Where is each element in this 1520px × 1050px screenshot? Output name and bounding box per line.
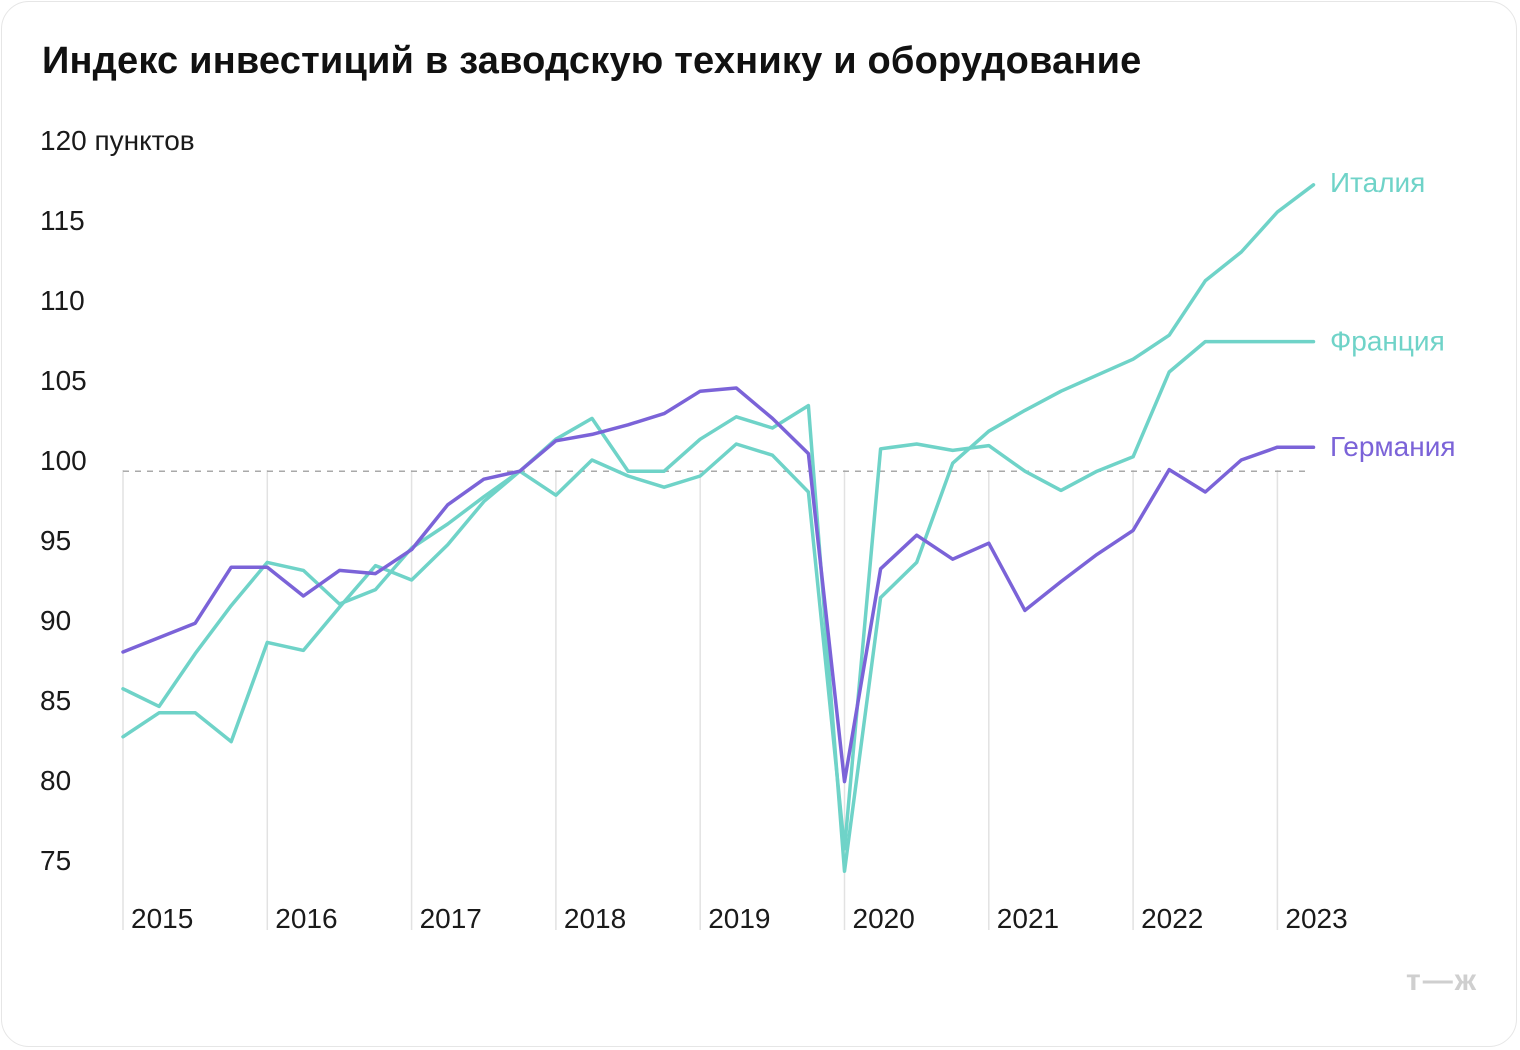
y-tick-label: 75 <box>40 845 71 876</box>
x-tick-label: 2017 <box>420 903 482 934</box>
x-axis-ticks: 2015 2016 2017 2018 2019 2020 2021 2022 2023 <box>131 903 1348 934</box>
y-tick-label: 105 <box>40 365 87 396</box>
y-tick-label: 90 <box>40 605 71 636</box>
x-tick-label: 2015 <box>131 903 193 934</box>
brand-logo: т—ж <box>1406 964 1478 997</box>
y-axis-ticks: 120 пунктов 115 110 105 100 95 90 85 80 75 <box>40 125 195 876</box>
chart-title: Индекс инвестиций в заводскую технику и … <box>42 40 1142 82</box>
series-label: Франция <box>1330 326 1445 357</box>
series-lines <box>121 183 1316 873</box>
y-tick-label: 110 <box>40 285 85 316</box>
series-line-3 <box>121 386 1316 784</box>
series-label: Италия <box>1330 167 1425 198</box>
y-tick-label: 100 <box>40 445 87 476</box>
y-tick-label: 120 пунктов <box>40 125 195 156</box>
series-line-1 <box>121 183 1316 873</box>
x-gridlines <box>122 470 1279 930</box>
x-tick-label: 2020 <box>853 903 915 934</box>
y-tick-label: 115 <box>40 205 85 236</box>
series-line-2 <box>121 339 1316 851</box>
series-labels: Италия Франция Германия <box>1330 167 1456 462</box>
x-tick-label: 2018 <box>564 903 626 934</box>
y-tick-label: 95 <box>40 525 71 556</box>
x-tick-label: 2023 <box>1285 903 1347 934</box>
x-tick-label: 2022 <box>1141 903 1203 934</box>
y-tick-label: 80 <box>40 765 71 796</box>
series-label: Германия <box>1330 431 1456 462</box>
x-tick-label: 2021 <box>997 903 1059 934</box>
x-tick-label: 2019 <box>708 903 770 934</box>
x-tick-label: 2016 <box>275 903 337 934</box>
y-tick-label: 85 <box>40 685 71 716</box>
